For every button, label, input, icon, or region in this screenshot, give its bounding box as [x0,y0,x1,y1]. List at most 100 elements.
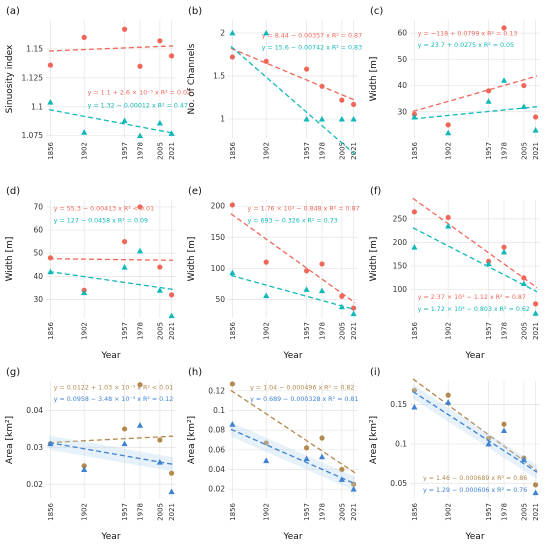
x-tick-label: 1957 [121,142,129,160]
data-point [532,301,539,307]
data-point [318,287,326,294]
data-point [229,269,236,276]
x-axis-label: Year [100,351,120,361]
panel-label: (d) [6,186,20,197]
data-point [411,244,418,250]
x-tick-label: 1856 [47,321,55,339]
y-tick-label: 100 [393,285,408,294]
x-tick-label: 1957 [303,142,311,160]
x-tick-label: 1957 [485,142,493,160]
data-point [350,486,357,492]
data-point [318,115,326,122]
y-tick-label: 2 [220,28,225,37]
y-tick-label: 100 [211,264,226,273]
data-point [229,202,236,208]
data-point [156,287,163,293]
trend-line [412,197,538,289]
data-point [350,115,357,122]
trend-equation: y = 8.44 − 0.00357 x R² = 0.87 [262,33,362,40]
y-tick-label: 1.075 [22,131,44,140]
trend-line [48,442,174,465]
data-point [445,122,451,128]
x-axis-label: Year [464,351,484,361]
y-tick-label: 0.1 [395,439,407,448]
data-point [319,83,325,89]
y-axis-label: Width [m] [369,237,379,282]
panel-d: (d) 30 40 50 60 70 1856 1902 1957 1978 2005 2021 Wid… [5,186,176,361]
x-tick-label: 2021 [350,142,358,160]
data-point [445,129,452,136]
data-point [229,54,236,60]
trend-equation: y = 127 − 0.0458 x R² = 0.09 [54,217,148,224]
x-tick-label: 2021 [532,322,540,340]
trend-line [412,106,538,120]
y-tick-label: 50 [397,55,407,64]
data-point [411,403,418,410]
data-point [338,303,345,310]
data-point [339,466,345,473]
y-tick-label: 150 [211,233,226,242]
data-point [47,268,54,275]
x-tick-label: 1902 [81,503,89,521]
data-point [263,29,270,36]
x-axis-label: Year [282,351,302,361]
x-tick-label: 1856 [229,502,237,520]
panel-label: (e) [188,186,202,197]
panel-e: (e) 50 100 150 200 1856 1902 1957 1978 2005 2021 Wi… [187,186,360,361]
x-tick-label: 2021 [350,322,358,340]
y-tick-label: 200 [211,202,226,211]
data-point [137,382,143,388]
x-tick-label: 1978 [137,503,145,521]
data-point [350,305,357,311]
data-point [47,440,54,447]
data-point [168,312,175,319]
x-tick-label: 2005 [338,142,346,160]
data-point [520,280,527,287]
data-point [168,130,175,136]
y-tick-label: 1.125 [22,73,44,82]
data-point [156,119,163,126]
data-point [156,459,163,465]
x-tick-label: 1957 [485,503,493,521]
trend-equation: y = 1.72 × 10³ − 0.803 x R² = 0.62 [418,306,530,313]
x-tick-label: 1957 [485,322,493,340]
panel-label: (a) [6,6,20,17]
x-tick-label: 1902 [81,142,89,160]
x-tick-label: 2021 [532,142,540,160]
x-tick-label: 1978 [501,142,509,160]
y-tick-label: 40 [33,272,43,281]
trend-equation: y = 1.76 × 10³ − 0.848 x R² = 0.87 [248,206,360,213]
trend-line [48,435,174,444]
y-tick-label: 50 [33,249,43,258]
data-point [47,255,54,261]
data-point [137,204,143,210]
panel-g: (g) 0.02 0.03 0.04 1856 1902 1957 1978 2005 2021 A… [5,367,176,542]
x-tick-label: 1957 [121,503,129,521]
y-tick-label: 1.5 [213,71,225,80]
data-point [168,488,175,495]
trend-equation: y = 0.689 − 0.000328 x R² = 0.81 [250,396,358,403]
y-tick-label: 0.1 [213,406,225,415]
y-tick-label: 50 [215,295,225,304]
data-point [338,476,345,482]
y-tick-label: 250 [393,214,408,223]
x-tick-label: 1902 [81,322,89,340]
y-tick-label: 0.02 [208,485,225,494]
x-axis-label: Year [100,532,120,542]
panel-label: (h) [188,367,202,378]
data-point [485,98,492,104]
data-point [445,222,452,229]
panel-label: (f) [370,186,381,197]
data-point [500,427,508,434]
data-point [339,97,345,103]
y-tick-label: 40 [397,81,407,90]
x-tick-label: 2021 [350,503,358,521]
y-tick-label: 200 [393,238,408,247]
data-point [411,209,418,215]
y-tick-label: 0.03 [26,443,43,452]
x-tick-label: 1978 [137,322,145,340]
x-tick-label: 1978 [319,322,327,340]
y-tick-label: 0.02 [26,480,43,489]
x-tick-label: 2005 [338,322,346,340]
